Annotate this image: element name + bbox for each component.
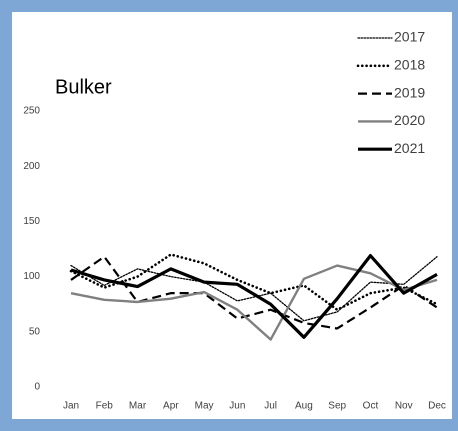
- x-tick-label: May: [195, 401, 214, 412]
- legend-label: 2020: [394, 112, 425, 128]
- x-tick-label: Aug: [295, 401, 313, 412]
- chart-title: Bulker: [55, 76, 112, 98]
- x-tick-label: Nov: [395, 401, 413, 412]
- legend-label: 2018: [394, 57, 425, 73]
- x-tick-label: Feb: [96, 401, 114, 412]
- x-tick-label: Jan: [63, 401, 79, 412]
- x-tick-label: Jul: [264, 401, 277, 412]
- x-tick-label: Oct: [363, 401, 379, 412]
- y-tick-label: 150: [23, 216, 40, 227]
- series-line: [70, 254, 438, 339]
- series-line: [70, 255, 438, 330]
- y-tick-label: 50: [29, 326, 41, 337]
- legend-label: 2019: [394, 84, 425, 100]
- x-tick-label: Dec: [428, 401, 446, 412]
- legend-label: 2017: [394, 29, 425, 45]
- chart-panel: [12, 12, 452, 419]
- y-tick-label: 200: [23, 161, 40, 172]
- y-tick-label: 0: [34, 382, 40, 393]
- series-line: [69, 253, 439, 312]
- series-line: [70, 264, 438, 341]
- x-tick-label: Apr: [163, 401, 179, 412]
- x-tick-label: Mar: [129, 401, 147, 412]
- y-tick-label: 250: [23, 106, 40, 117]
- series-line: [70, 256, 438, 322]
- y-tick-label: 100: [23, 271, 40, 282]
- x-tick-label: Jun: [229, 401, 245, 412]
- x-tick-label: Sep: [328, 401, 346, 412]
- legend-label: 2021: [394, 140, 425, 156]
